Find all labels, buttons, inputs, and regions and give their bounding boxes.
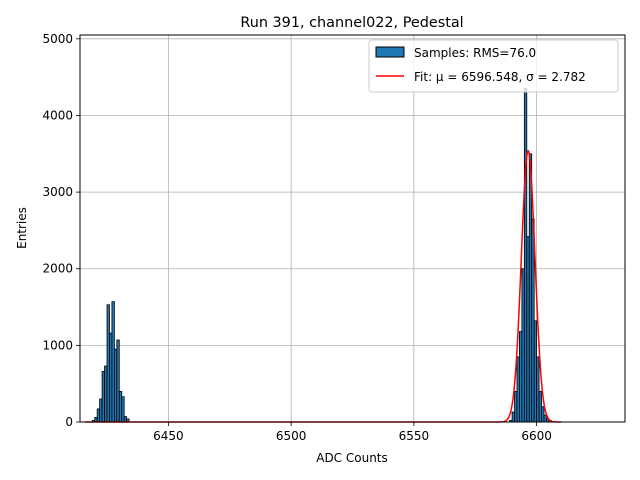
y-tick-label: 5000 bbox=[42, 32, 73, 46]
y-axis-ticks: 0 1000 2000 3000 4000 5000 bbox=[42, 32, 80, 429]
legend-label-fit: Fit: μ = 6596.548, σ = 2.782 bbox=[414, 70, 586, 84]
x-tick-label: 6450 bbox=[153, 429, 184, 443]
y-tick-label: 0 bbox=[65, 415, 73, 429]
chart-title: Run 391, channel022, Pedestal bbox=[240, 15, 463, 31]
x-tick-label: 6600 bbox=[521, 429, 552, 443]
x-axis-label: ADC Counts bbox=[316, 451, 388, 465]
plot-frame bbox=[79, 34, 626, 423]
histogram-bars bbox=[91, 88, 552, 423]
y-tick-label: 1000 bbox=[42, 338, 73, 352]
y-tick-label: 4000 bbox=[42, 108, 73, 122]
y-tick-label: 3000 bbox=[42, 185, 73, 199]
legend: Samples: RMS=76.0 Fit: μ = 6596.548, σ =… bbox=[368, 39, 619, 93]
x-axis-ticks: 6450 6500 6550 6600 bbox=[153, 422, 552, 443]
gaussian-fit-line bbox=[84, 149, 562, 423]
y-axis-label: Entries bbox=[15, 207, 29, 249]
grid-lines bbox=[80, 35, 625, 423]
x-tick-label: 6500 bbox=[276, 429, 307, 443]
fit-curve bbox=[84, 149, 562, 423]
legend-label-samples: Samples: RMS=76.0 bbox=[414, 46, 536, 60]
x-tick-label: 6550 bbox=[399, 429, 430, 443]
legend-box bbox=[368, 39, 619, 93]
legend-swatch-samples bbox=[375, 46, 405, 58]
y-tick-label: 2000 bbox=[42, 262, 73, 276]
